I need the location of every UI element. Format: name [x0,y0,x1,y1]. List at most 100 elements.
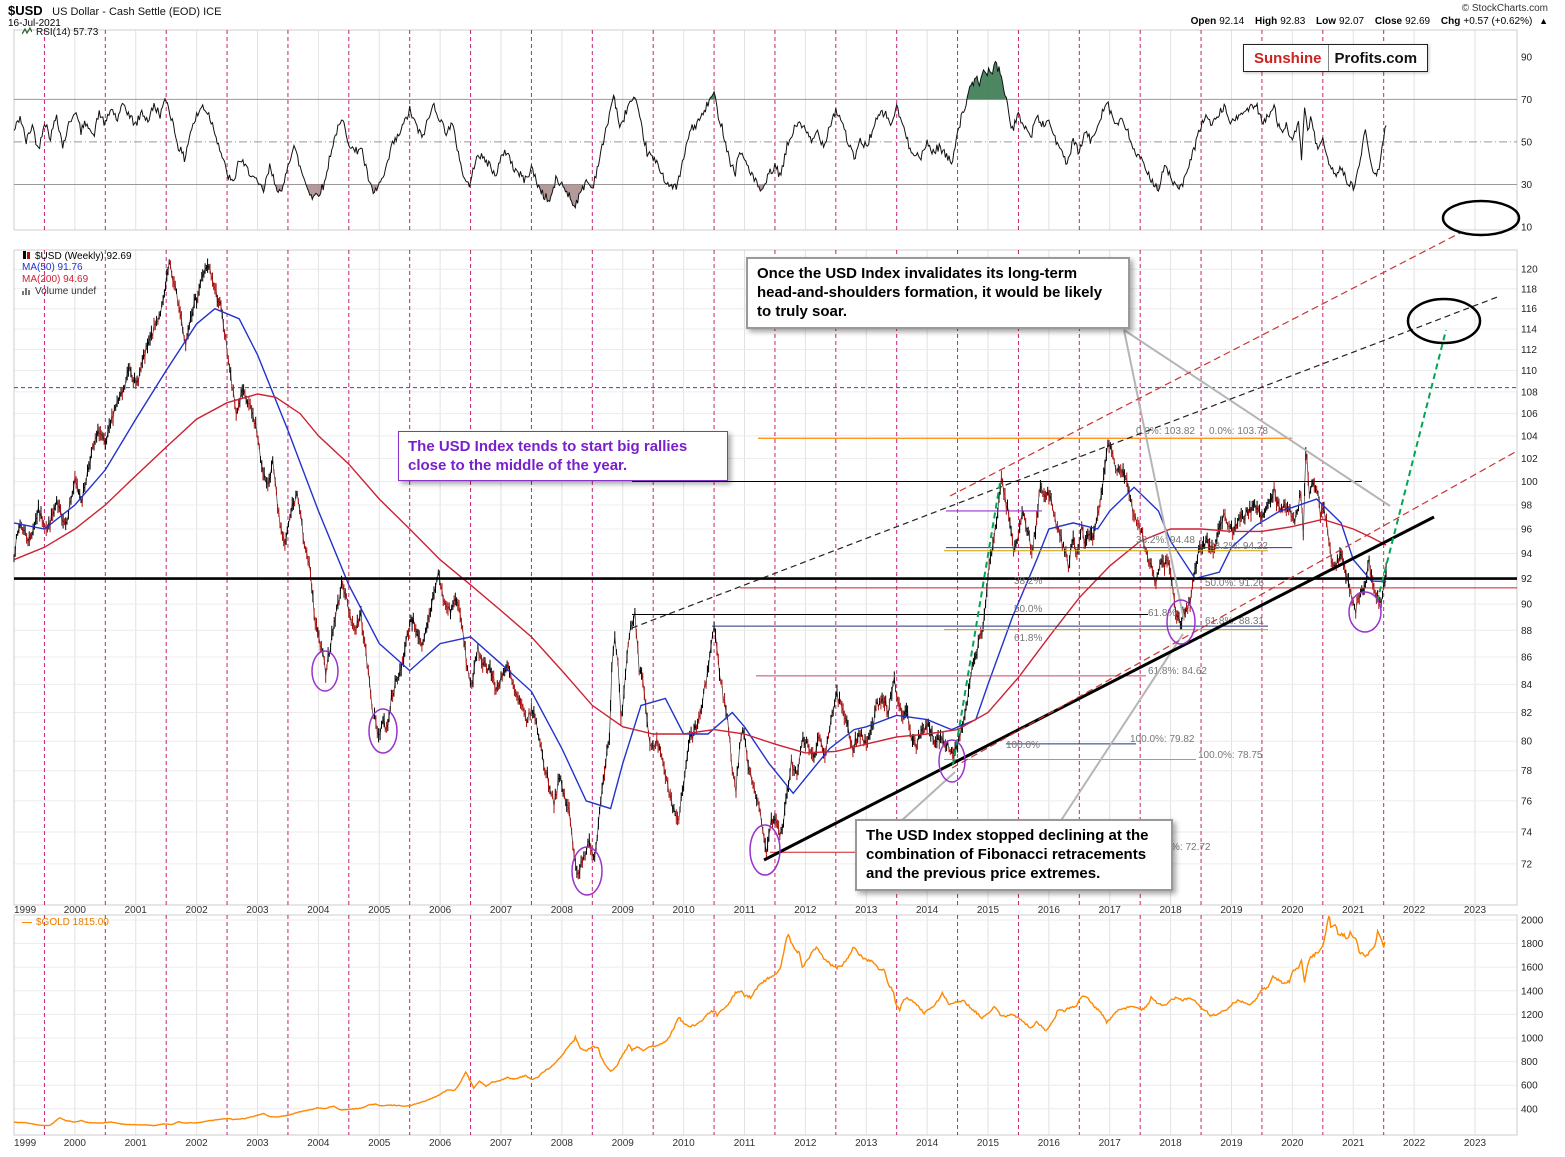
x-tick-label: 2000 [64,1138,87,1149]
x-tick-label: 2009 [612,905,635,916]
circled-low-2014 [938,739,966,783]
ma200-line [13,393,1387,754]
fib-label: 0.0%: 103.82 [1136,426,1195,437]
x-tick-label: 2003 [246,1138,269,1149]
red-channel-lower [951,450,1518,769]
target-ellipse-lower [1406,297,1482,345]
volume-bars-icon [22,287,31,299]
x-tick-label: 1999 [14,905,37,916]
fib-label: 38.2%: 94.22 [1209,541,1268,552]
panel-border [13,914,1518,1136]
fib-label: 100.0% [1006,740,1040,751]
y-tick-label: 72 [1521,859,1533,870]
x-tick-label: 2019 [1220,1138,1243,1149]
x-tick-label: 2017 [1099,1138,1122,1149]
x-tick-label: 2013 [855,1138,878,1149]
y-tick-label: 112 [1521,345,1537,356]
y-tick-label: 120 [1521,265,1538,276]
y-tick-label: 1400 [1521,986,1544,997]
annotation-midyear-rallies: The USD Index tends to start big rallies… [398,431,728,482]
sunshine-profits-logo: Sunshine Profits.com [1243,44,1429,72]
x-tick-label: 2003 [246,905,269,916]
fib-label: 50.0% [1014,604,1042,615]
logo-divider [1327,45,1329,71]
y-tick-label: 600 [1521,1081,1538,1092]
fib-label: 0.0%: 103.78 [1209,426,1268,437]
x-tick-label: 2014 [916,1138,939,1149]
fib-label: 61.8% [1148,608,1176,619]
x-tick-label: 2019 [1220,905,1243,916]
x-tick-label: 2015 [977,1138,1000,1149]
x-tick-label: 2018 [1160,1138,1183,1149]
y-tick-label: 84 [1521,680,1533,691]
usd-candles-down [20,260,1382,880]
x-tick-label: 2016 [1038,905,1061,916]
y-tick-label: 104 [1521,431,1538,442]
y-tick-label: 116 [1521,304,1537,315]
y-tick-label: 118 [1521,284,1537,295]
x-tick-label: 2002 [186,905,209,916]
gold-legend: — $GOLD 1815.00 [22,917,109,928]
y-tick-label: 90 [1521,52,1533,63]
callout-line [1123,329,1185,621]
copyright-label: © StockCharts.com [1461,3,1548,14]
x-tick-label: 2021 [1342,1138,1365,1149]
x-tick-label: 2004 [307,1138,330,1149]
x-tick-label: 2014 [916,905,939,916]
x-tick-label: 2010 [673,905,696,916]
red-channel-upper [949,231,1463,497]
x-tick-label: 1999 [14,1138,37,1149]
y-tick-label: 90 [1521,600,1533,611]
green-2014-rally [952,482,1001,766]
fib-label: 100.0%: 72.72 [1146,842,1211,853]
circled-low-2018 [1166,599,1196,645]
y-tick-label: 98 [1521,500,1533,511]
x-tick-label: 2004 [307,905,330,916]
long-term-support-trendline [763,515,1435,862]
close-value: 92.69 [1405,16,1431,27]
circled-low-2021 [1348,591,1382,633]
x-tick-label: 2017 [1099,905,1122,916]
x-tick-label: 2011 [734,1138,756,1149]
x-tick-label: 2010 [673,1138,696,1149]
y-tick-label: 114 [1521,324,1537,335]
x-tick-label: 2006 [429,905,452,916]
x-tick-label: 2020 [1281,1138,1304,1149]
x-tick-label: 2001 [125,1138,148,1149]
rsi-legend-label: RSI(14) 57.73 [36,27,99,38]
chg-label: Chg [1440,16,1461,27]
y-tick-label: 1000 [1521,1033,1544,1044]
x-tick-label: 2013 [855,905,878,916]
fib-label: 61.8% [1014,633,1042,644]
chart-title: US Dollar - Cash Settle (EOD) ICE [52,6,222,18]
callout-line [1059,633,1184,823]
fib-label: 61.8%: 84.62 [1148,666,1207,677]
candlestick-icon [22,250,31,264]
usd-series-connector [13,260,1387,876]
y-tick-label: 400 [1521,1104,1538,1115]
circled-low-2004 [311,650,339,692]
x-tick-label: 2018 [1160,905,1183,916]
rsi-legend: RSI(14) 57.73 [21,26,99,39]
y-tick-label: 70 [1521,95,1533,106]
gold-legend-label: $GOLD 1815.00 [36,917,109,928]
x-tick-label: 2023 [1464,1138,1487,1149]
rsi-line [13,60,1387,210]
x-tick-label: 2012 [794,1138,817,1149]
x-tick-label: 2002 [186,1138,209,1149]
price-legend: $USD (Weekly) 92.69 MA(50) 91.76 MA(200)… [22,250,132,298]
overlays [311,199,1521,896]
x-tick-label: 2000 [64,905,87,916]
annotation-fibonacci-support: The USD Index stopped declining at the c… [855,819,1173,891]
x-tick-label: 2020 [1281,905,1304,916]
midyear-lines [43,30,1385,1135]
y-tick-label: 106 [1521,409,1538,420]
grid [13,29,1518,1136]
chart-date: 16-Jul-2021 [8,18,61,29]
y-tick-label: 50 [1521,137,1533,148]
x-tick-label: 2008 [551,905,574,916]
y-tick-label: 88 [1521,626,1533,637]
x-tick-label: 2008 [551,1138,574,1149]
low-label: Low [1316,16,1337,27]
